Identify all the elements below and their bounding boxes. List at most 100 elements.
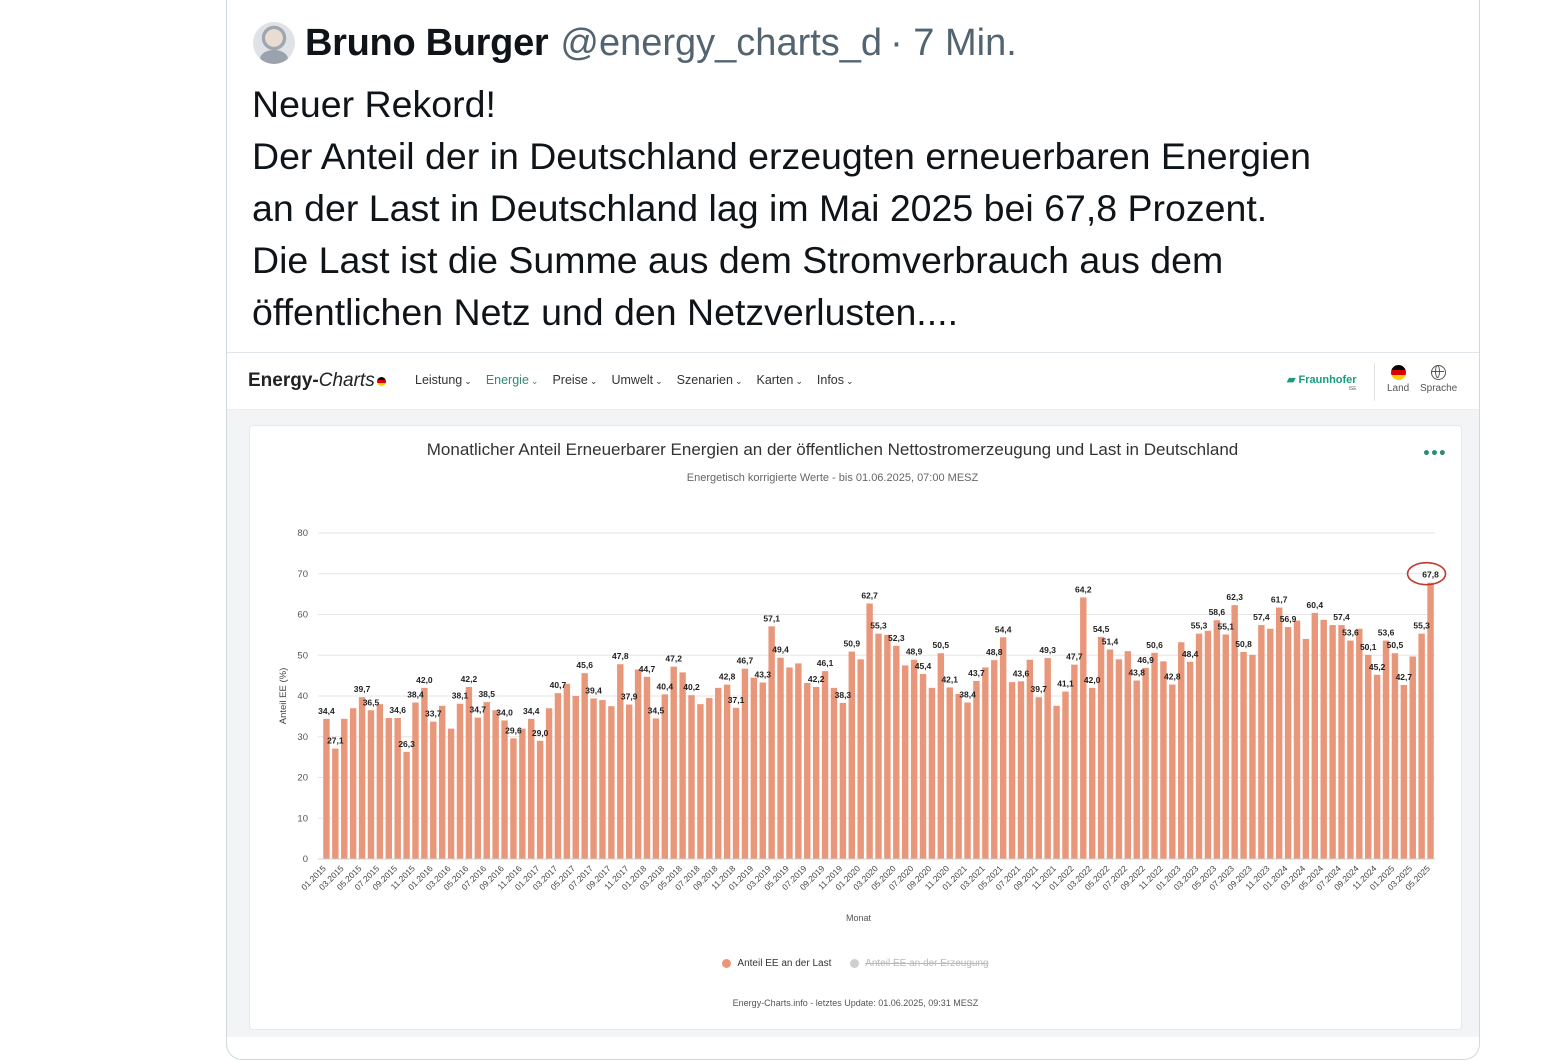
legend-entry-erzeugung[interactable]: Anteil EE an der Erzeugung [850,958,989,969]
bar [884,634,891,859]
data-label: 55,3 [1191,621,1208,631]
bar [403,751,410,859]
data-label: 53,6 [1342,628,1359,638]
menu-infos[interactable]: Infos ⌄ [817,373,854,387]
menu-leistung[interactable]: Leistung ⌄ [415,373,472,387]
bar [456,703,464,859]
data-label: 27,1 [327,736,344,746]
data-label: 29,6 [505,725,522,735]
tweet-line: an der Last in Deutschland lag im Mai 20… [252,187,1268,229]
author-name[interactable]: Bruno Burger [305,21,549,64]
data-label: 45,6 [576,660,593,670]
menu-preise[interactable]: Preise ⌄ [552,373,597,387]
data-label: 54,4 [995,624,1012,634]
data-label: 45,2 [1369,662,1386,672]
bar [697,704,704,859]
bar [919,673,927,859]
data-label: 42,2 [461,674,478,684]
data-label: 34,5 [648,705,665,715]
bar [1142,667,1149,859]
menu-karten[interactable]: Karten ⌄ [757,373,803,387]
bar [501,720,508,859]
y-tick-label: 50 [297,650,308,661]
bar [759,682,766,859]
bar [430,721,437,859]
data-label: 34,4 [318,706,335,716]
data-label: 36,5 [363,697,380,707]
bar [1275,607,1283,859]
bar [341,718,348,859]
chevron-down-icon: ⌄ [464,376,472,386]
bar [902,665,909,859]
bar [349,708,357,859]
data-label: 45,4 [915,661,932,671]
data-label: 42,0 [1084,675,1101,685]
bar [358,697,366,859]
bar [412,702,419,859]
data-label: 62,3 [1226,592,1243,602]
bar [910,659,918,859]
data-label: 43,3 [754,670,771,680]
menu-label: Karten [756,373,794,387]
data-label: 38,1 [452,691,469,701]
bar [510,738,517,859]
data-label: 47,8 [612,651,629,661]
fraunhofer-logo[interactable]: ▰ Fraunhofer ISE [1287,373,1357,392]
bar [670,666,677,859]
data-label: 64,2 [1075,584,1092,594]
bar [946,687,953,859]
data-label: 34,7 [470,705,487,715]
author-avatar[interactable] [253,22,295,64]
y-tick-label: 60 [297,610,308,621]
bar [465,687,473,859]
data-label: 55,3 [870,621,887,631]
menu-szenarien[interactable]: Szenarien ⌄ [677,373,743,387]
bar [1106,649,1114,859]
bar [741,668,749,859]
menu-umwelt[interactable]: Umwelt ⌄ [611,373,662,387]
chart-menu-icon[interactable]: ••• [1422,446,1447,462]
bar [590,698,597,859]
author-handle[interactable]: @energy_charts_d [560,21,883,64]
bar [563,683,571,859]
bar [732,707,740,859]
bar [848,651,855,859]
data-label: 48,4 [1182,649,1199,659]
country-selector[interactable]: Land [1387,365,1409,394]
data-label: 46,1 [817,658,834,668]
data-label: 61,7 [1271,595,1288,605]
tweet-time[interactable]: · 7 Min. [890,21,1017,64]
bar [1008,682,1016,859]
energy-charts-logo[interactable]: Energy-Charts [248,370,386,392]
bar [839,702,847,859]
legend-entry-last[interactable]: Anteil EE an der Last [722,958,831,969]
tweet-text: Neuer Rekord! Der Anteil der in Deutschl… [252,78,1452,338]
menu-label: Infos [816,373,844,387]
logo-text-italic: Charts [318,370,375,391]
partner-sub: ISE [1348,386,1357,392]
bar [1204,630,1212,859]
bar [893,645,900,859]
bar [715,687,722,859]
language-label: Sprache [1420,383,1458,394]
bar [483,702,490,859]
bar [1133,680,1140,859]
nav-separator [1374,363,1375,401]
bar [795,663,802,859]
bar [1195,633,1203,859]
bar [723,684,731,859]
bar [1213,620,1221,859]
chevron-down-icon: ⌄ [589,376,598,386]
bar [1169,684,1176,859]
language-selector[interactable]: Sprache [1420,365,1457,394]
bar [1240,651,1247,859]
bar [875,633,882,859]
data-label: 48,8 [986,647,1003,657]
bar-chart: 0 10 20 30 40 50 60 70 80 Anteil EE (%) 34,4 27,1 39… [278,528,1447,923]
menu-energie[interactable]: Energie ⌄ [486,373,539,387]
attached-screenshot[interactable]: Energy-Charts Leistung ⌄ Energie ⌄ Preise ⌄… [227,353,1479,1037]
menu-label: Umwelt [611,373,654,387]
data-label: 49,4 [772,645,789,655]
bar [1365,654,1372,859]
data-label: 54,5 [1093,624,1110,634]
